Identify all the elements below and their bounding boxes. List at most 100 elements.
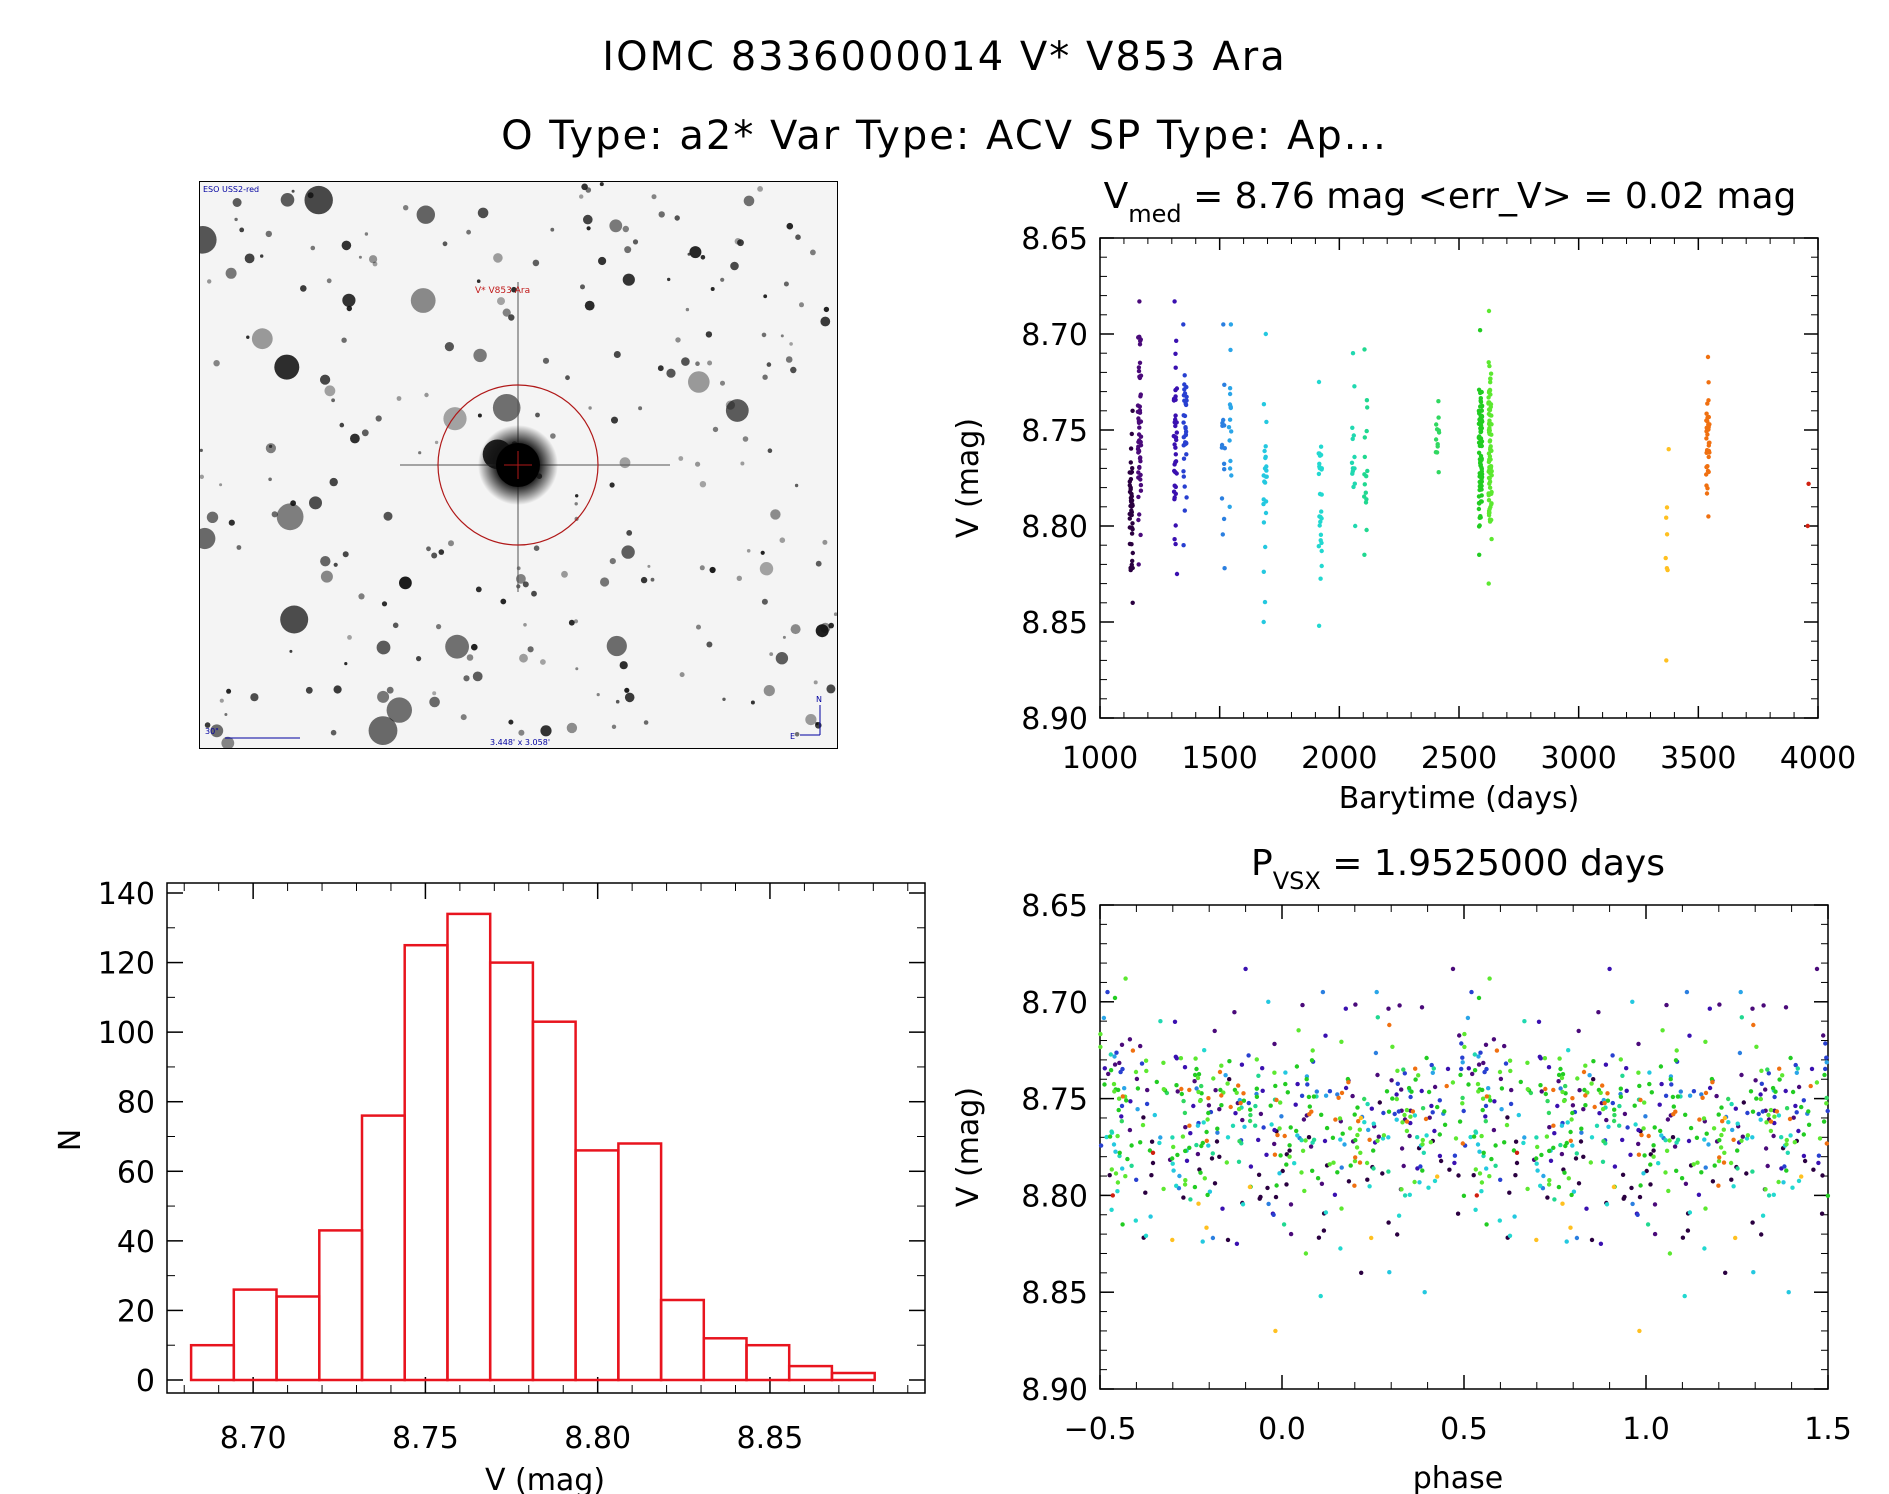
phase-plot-point xyxy=(1479,1180,1485,1185)
phase-plot-point xyxy=(1674,1048,1679,1053)
phase-plot-point xyxy=(1652,1125,1657,1130)
phase-plot-point xyxy=(1667,1251,1673,1256)
phase-plot-point xyxy=(1364,1160,1370,1166)
phase-plot-point xyxy=(1182,1065,1188,1070)
light-curve-point xyxy=(1261,619,1266,625)
phase-plot-point xyxy=(1192,1079,1197,1084)
phase-plot-point xyxy=(1761,1003,1766,1008)
phase-plot-point xyxy=(1323,1210,1329,1215)
phase-plot-point xyxy=(1300,1148,1306,1154)
phase-plot-point xyxy=(1239,1062,1245,1067)
phase-plot-point xyxy=(1127,1037,1133,1042)
phase-plot-point xyxy=(1427,1115,1432,1120)
phase-plot-point xyxy=(1236,1106,1242,1112)
finder-star xyxy=(725,400,736,410)
phase-plot-point xyxy=(1338,1137,1343,1142)
phase-plot-point xyxy=(1729,1177,1734,1182)
phase-plot-point xyxy=(1768,1128,1774,1134)
phase-plot-point xyxy=(1437,1098,1443,1103)
phase-plot-point xyxy=(1264,1152,1269,1158)
light-curve-point xyxy=(1319,563,1324,569)
finder-star xyxy=(347,635,352,640)
light-curve-point xyxy=(1222,382,1227,387)
light-curve-point xyxy=(1486,511,1492,516)
phase-plot-point xyxy=(1305,1082,1310,1087)
light-curve-point xyxy=(1478,399,1484,405)
light-curve-point xyxy=(1261,402,1267,407)
phase-plot-point xyxy=(1750,1109,1756,1114)
phase-plot-point xyxy=(1301,1117,1307,1122)
phase-plot-point xyxy=(1172,1019,1178,1024)
phase-plot-point xyxy=(1768,1119,1774,1124)
phase-plot-point xyxy=(1429,1103,1434,1109)
light-curve-point xyxy=(1352,384,1357,389)
phase-plot-point xyxy=(1471,1173,1476,1178)
phase-plot-point xyxy=(1476,1054,1481,1059)
phase-plot-point xyxy=(1129,1163,1134,1169)
phase-plot-point xyxy=(1278,1100,1283,1105)
phase-plot-point xyxy=(1453,1136,1459,1141)
light-curve-point xyxy=(1183,425,1188,430)
light-curve-point xyxy=(1221,516,1227,522)
phase-plot-point xyxy=(1557,1056,1562,1061)
phase-plot-point xyxy=(1688,1125,1694,1131)
phase-plot-point xyxy=(1716,1158,1722,1164)
finder-star xyxy=(762,374,768,380)
finder-star xyxy=(815,722,819,726)
phase-plot-point xyxy=(1504,1122,1510,1128)
phase-plot-point xyxy=(1555,1103,1560,1109)
finder-star xyxy=(497,297,505,306)
finder-star xyxy=(561,570,568,578)
phase-plot-point xyxy=(1409,1089,1414,1094)
phase-plot-point xyxy=(1611,1118,1617,1124)
finder-star xyxy=(746,549,751,553)
phase-plot-point xyxy=(1786,1290,1791,1295)
phase-plot-point xyxy=(1771,1192,1777,1198)
phase-plot-point xyxy=(1394,1096,1400,1102)
phase-plot-point xyxy=(1362,1120,1367,1125)
phase-plot-point xyxy=(1825,1108,1830,1114)
phase-plot-point xyxy=(1275,1132,1280,1138)
phase-plot-point xyxy=(1319,1181,1325,1187)
phase-plot-point xyxy=(1759,1068,1764,1074)
phase-plot-point xyxy=(1505,1115,1510,1120)
finder-star xyxy=(265,443,276,454)
finder-star xyxy=(477,413,482,418)
finder-survey-label: ESO USS2-red xyxy=(203,185,259,194)
phase-plot-point xyxy=(1352,1112,1357,1117)
finder-star xyxy=(761,332,767,338)
light-curve-point xyxy=(1362,454,1368,460)
phase-plot-point xyxy=(1570,1110,1575,1116)
histogram-ytick-label: 40 xyxy=(117,1225,155,1260)
phase-plot-point xyxy=(1751,1022,1756,1028)
light-curve-point xyxy=(1663,555,1668,561)
phase-plot-point xyxy=(1303,1251,1309,1256)
light-curve-point xyxy=(1173,459,1178,465)
phase-plot-point xyxy=(1617,1103,1622,1109)
phase-plot-point xyxy=(1543,1086,1548,1092)
finder-north-label: N xyxy=(816,695,822,704)
phase-plot-point xyxy=(1366,1127,1371,1133)
phase-plot-point xyxy=(1575,1076,1580,1081)
finder-star xyxy=(341,240,352,251)
phase-plot-point xyxy=(1375,1138,1380,1144)
light-curve-point xyxy=(1353,523,1358,529)
phase-plot-point xyxy=(1671,1104,1677,1109)
phase-plot-point xyxy=(1753,1078,1758,1083)
light-curve-point xyxy=(1227,391,1233,397)
light-curve-point xyxy=(1349,460,1355,465)
light-curve-point xyxy=(1487,428,1493,433)
phase-plot-point xyxy=(1494,1048,1500,1053)
phase-plot-point xyxy=(1479,1133,1484,1139)
phase-plot-point xyxy=(1716,1183,1721,1188)
phase-plot-point xyxy=(1254,1057,1260,1062)
phase-plot-point xyxy=(1098,1143,1104,1148)
finder-star xyxy=(575,494,579,498)
finder-star xyxy=(621,545,635,559)
phase-plot-point xyxy=(1241,1098,1247,1103)
light-curve-point xyxy=(1227,438,1232,443)
phase-plot-point xyxy=(1460,1141,1466,1146)
light-curve-point xyxy=(1487,438,1493,443)
phase-plot-point xyxy=(1102,1066,1108,1071)
phase-plot-point xyxy=(1569,1117,1574,1122)
